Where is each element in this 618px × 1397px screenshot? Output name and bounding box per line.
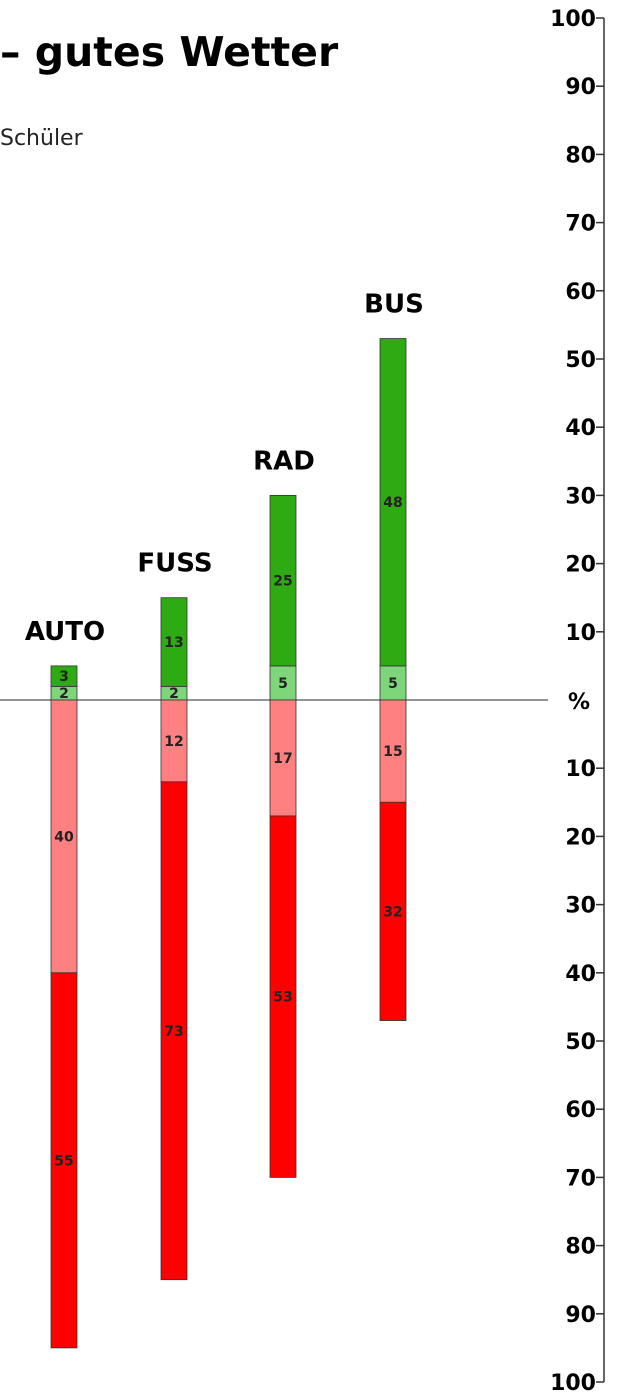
y-tick-label: 100	[550, 7, 596, 32]
y-tick-label: 90	[565, 1303, 596, 1328]
bar-segment	[160, 597, 188, 687]
bar-segment	[50, 972, 78, 1349]
bar-segment	[379, 699, 407, 803]
y-tick-label: 80	[565, 1235, 596, 1260]
y-tick-label: 80	[565, 143, 596, 168]
bar-segment	[379, 801, 407, 1021]
category-label: FUSS	[137, 549, 212, 579]
y-tick-label: 10	[565, 621, 596, 646]
bar-segment	[269, 699, 297, 817]
y-tick-label: 60	[565, 1098, 596, 1123]
y-tick-label: 60	[565, 280, 596, 305]
bar-segment	[160, 781, 188, 1281]
bar-value-label: 2	[59, 686, 69, 702]
y-tick-label: 70	[565, 1166, 596, 1191]
bar-value-label: 5	[278, 676, 288, 692]
bar-value-label: 55	[54, 1153, 73, 1169]
y-tick-label: 90	[565, 75, 596, 100]
bar-segment	[160, 699, 188, 783]
y-tick-label: 100	[550, 1371, 596, 1396]
y-tick-label: 20	[565, 825, 596, 850]
y-tick-label: 40	[565, 962, 596, 987]
bar-value-label: 73	[164, 1024, 183, 1040]
bar-value-label: 15	[383, 744, 402, 760]
y-tick-label: 30	[565, 484, 596, 509]
y-tick-label: 40	[565, 416, 596, 441]
category-label: RAD	[253, 446, 315, 476]
bar-value-label: 12	[164, 734, 183, 750]
bar-value-label: 3	[59, 669, 69, 685]
bar-segment	[379, 665, 407, 701]
bar-segment	[50, 699, 78, 974]
bar-value-label: 13	[164, 635, 183, 651]
y-tick-label: 50	[565, 1030, 596, 1055]
bar-segment	[50, 665, 78, 687]
bar-value-label: 25	[273, 574, 292, 590]
bar-value-label: 53	[273, 990, 292, 1006]
y-tick-label: 20	[565, 553, 596, 578]
bar-segment	[269, 494, 297, 667]
bar-segment	[379, 338, 407, 667]
bar-value-label: 2	[169, 686, 179, 702]
bar-value-label: 5	[388, 676, 398, 692]
y-tick-label: 70	[565, 212, 596, 237]
bar-value-label: 17	[273, 751, 292, 767]
bar-segment	[269, 815, 297, 1178]
y-axis-unit-label: %	[568, 690, 590, 715]
bar-value-label: 48	[383, 495, 402, 511]
bar-value-label: 40	[54, 829, 74, 845]
bar-segment	[269, 665, 297, 701]
category-label: AUTO	[25, 617, 105, 647]
bar-value-label: 32	[383, 904, 402, 920]
category-label: BUS	[364, 290, 424, 320]
y-tick-label: 50	[565, 348, 596, 373]
y-tick-label: 10	[565, 757, 596, 782]
chart-subtitle: Schüler	[0, 126, 83, 151]
chart-title: – gutes Wetter	[0, 28, 339, 76]
y-tick-label: 30	[565, 894, 596, 919]
